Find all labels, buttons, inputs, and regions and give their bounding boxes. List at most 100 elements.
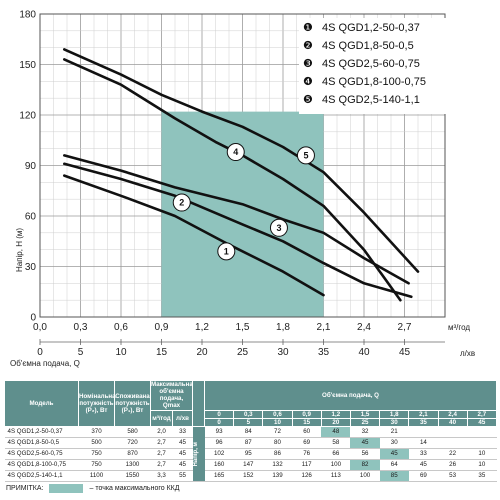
x-tick-label: 1,5	[236, 322, 250, 333]
legend-num-5: ❺	[303, 94, 313, 106]
curve-marker-2	[172, 193, 191, 212]
l-tick-label: 25	[237, 347, 249, 358]
unit-l: л/хв	[171, 409, 194, 427]
flow-l-header: 35	[408, 417, 439, 427]
cell-p1: 870	[114, 448, 151, 460]
flow-l-header: 40	[437, 417, 468, 427]
flow-m3-header: 0,3	[233, 409, 264, 419]
col-max-flow: Максимальна об'ємна подача, Qmax	[149, 380, 194, 411]
cell-model: 4S QGD2,5-140-1,1	[4, 470, 79, 482]
table-note: ПРИМІТКА: – точка максимального ККД	[6, 484, 179, 493]
cell-qmax-m3: 3,3	[150, 470, 173, 482]
y-axis-label: Напір, Н (м)	[15, 228, 24, 272]
col-power-consumed: Споживана потужність (P₁), Вт	[114, 380, 151, 427]
cell-head: 100	[350, 470, 380, 482]
curve-marker-label-2: 2	[179, 198, 184, 208]
cell-p2: 370	[78, 426, 115, 438]
flow-m3-header: 2,4	[437, 409, 468, 419]
x-tick-label: 2,1	[317, 322, 331, 333]
flow-m3-header: 0,6	[262, 409, 293, 419]
cell-head: 10	[467, 448, 497, 460]
curve-3	[63, 154, 410, 285]
cell-qmax-m3: 2,7	[150, 459, 173, 471]
chart-legend: ❶ 4S QGD1,2-50-0,37 ❷ 4S QGD1,8-50-0,5 ❸ 4S Q…	[299, 18, 449, 114]
l-tick-label: 30	[277, 347, 289, 358]
y-tick-label: 150	[19, 60, 36, 71]
cell-p2: 1100	[78, 470, 115, 482]
cell-head: 35	[467, 470, 497, 482]
unit-m3: м³/год	[150, 409, 173, 427]
legend-num-2: ❷	[303, 40, 313, 52]
table-row: 4S QGD2,5-60-0,75 750 870 2,7 45 102 95 86 76 66 5…	[4, 448, 497, 460]
note-label: ПРИМІТКА:	[6, 485, 44, 492]
l-tick-label: 15	[156, 347, 168, 358]
pump-spec-table: Модель Номінальна потужність (P₂), Вт Сп…	[4, 380, 498, 482]
flow-l-header: 0	[204, 417, 235, 427]
secondary-axis-title: Об'ємна подача, Q	[10, 359, 80, 368]
cell-head: 84	[233, 426, 263, 438]
table-row: 4S QGD2,5-140-1,1 1100 1550 3,3 55 165 152 139 1…	[4, 470, 497, 482]
y-tick-label: 60	[25, 212, 37, 223]
cell-head: 126	[292, 470, 322, 482]
flow-l-header: 45	[466, 417, 498, 427]
curve-marker-label-3: 3	[276, 223, 281, 233]
l-tick-label: 35	[318, 347, 330, 358]
cell-head: 132	[262, 459, 293, 471]
cell-head: 80	[262, 437, 293, 449]
pump-curves: 1 2 3 4 5	[63, 48, 420, 302]
flow-m3-header: 0	[204, 409, 235, 419]
cell-model: 4S QGD1,8-100-0,75	[4, 459, 79, 471]
table-row: 4S QGD1,8-100-0,75 750 1300 2,7 45 160 147 132 1…	[4, 459, 497, 471]
cell-head: 53	[438, 470, 468, 482]
curve-5	[63, 48, 420, 273]
cell-p1: 1300	[114, 459, 151, 471]
cell-qmax-l: 45	[172, 448, 193, 460]
cell-model: 4S QGD2,5-60-0,75	[4, 448, 79, 460]
col-flow-title: Об'ємна подача, Q	[204, 380, 498, 411]
plot-frame	[39, 13, 446, 318]
cell-head: 56	[350, 448, 380, 460]
cell-head: 165	[204, 470, 234, 482]
cell-head: 139	[262, 470, 293, 482]
l-tick-label: 20	[196, 347, 208, 358]
curve-marker-5	[296, 146, 315, 165]
cell-qmax-l: 45	[172, 437, 193, 449]
legend-entry-4: 4S QGD1,8-100-0,75	[322, 76, 426, 88]
cell-head: 22	[438, 448, 468, 460]
cell-head: 33	[408, 448, 439, 460]
x-tick-label: 0,6	[114, 322, 128, 333]
max-efficiency-region	[161, 111, 324, 317]
cell-model: 4S QGD1,8-50-0,5	[4, 437, 79, 449]
legend-box	[299, 18, 449, 114]
legend-num-4: ❹	[303, 76, 313, 88]
y-tick-label: 30	[25, 262, 37, 273]
flow-m3-header: 1,2	[320, 409, 351, 419]
cell-head: 45	[408, 459, 439, 471]
cell-head: 58	[321, 437, 351, 449]
cell-p2: 750	[78, 448, 115, 460]
cell-head	[438, 426, 468, 438]
cell-p1: 1550	[114, 470, 151, 482]
y-tick-label: 90	[25, 161, 37, 172]
l-tick-label: 5	[78, 347, 84, 358]
cell-qmax-m3: 2,7	[150, 448, 173, 460]
cell-head: 14	[408, 437, 439, 449]
legend-entry-1: 4S QGD1,2-50-0,37	[322, 22, 420, 34]
cell-head: 69	[292, 437, 322, 449]
cell-head: 10	[467, 459, 497, 471]
cell-qmax-m3: 2,0	[150, 426, 173, 438]
cell-head: 76	[292, 448, 322, 460]
curve-marker-4	[226, 143, 245, 162]
legend-entry-3: 4S QGD2,5-60-0,75	[322, 58, 420, 70]
cell-head: 95	[233, 448, 263, 460]
flow-l-header: 20	[320, 417, 351, 427]
cell-head: 69	[408, 470, 439, 482]
cell-qmax-l: 55	[172, 470, 193, 482]
cell-head: 60	[292, 426, 322, 438]
x-tick-label: 1,8	[276, 322, 290, 333]
flow-m3-header: 0,9	[291, 409, 322, 419]
note-text: – точка максимального ККД	[89, 485, 180, 492]
curve-marker-label-1: 1	[224, 247, 229, 257]
curve-1	[63, 174, 325, 297]
